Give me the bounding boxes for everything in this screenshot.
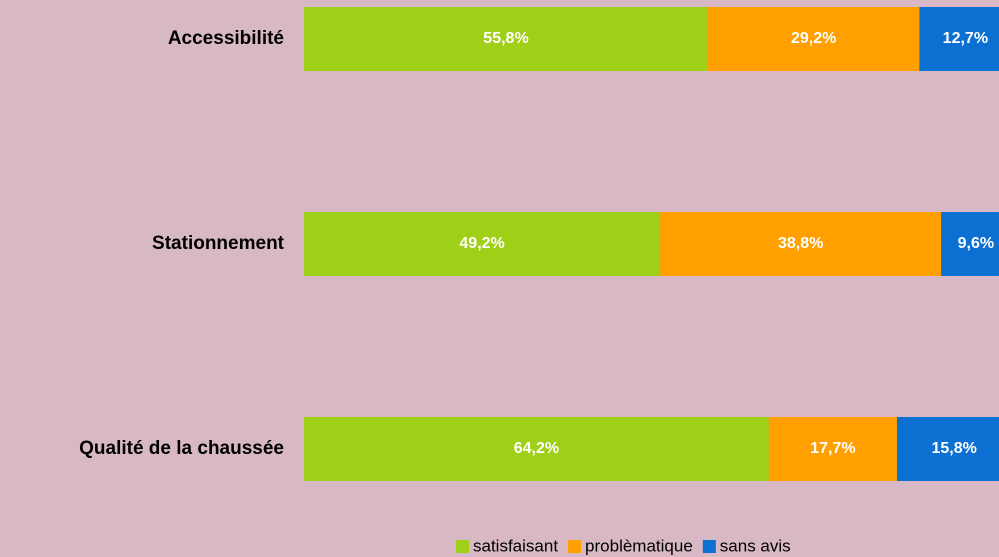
bar-segment	[707, 7, 920, 71]
bar-segment	[768, 417, 897, 481]
legend-swatch	[568, 540, 582, 553]
bar-segment	[304, 7, 708, 71]
bar-segment	[919, 7, 999, 71]
legend-label: problèmatique	[585, 536, 693, 555]
value-label: 29,2%	[791, 30, 836, 47]
value-label: 64,2%	[514, 440, 559, 457]
legend-label: sans avis	[720, 536, 791, 555]
value-label: 12,7%	[943, 30, 988, 47]
value-label: 15,8%	[931, 440, 976, 457]
bar-segment	[304, 212, 661, 276]
category-label: Qualité de la chaussée	[79, 438, 284, 459]
legend-swatch	[456, 540, 469, 553]
bar-segment	[304, 417, 769, 481]
value-label: 49,2%	[459, 235, 504, 252]
value-label: 55,8%	[483, 30, 528, 47]
category-label: Accessibilité	[168, 28, 284, 49]
legend-swatch	[702, 540, 716, 553]
bar-segment	[941, 212, 999, 276]
value-label: 17,7%	[810, 440, 855, 457]
category-label: Stationnement	[152, 233, 285, 254]
value-label: 38,8%	[778, 235, 823, 252]
value-label: 9,6%	[958, 235, 994, 252]
bar-segment	[896, 417, 999, 481]
legend-label: satisfaisant	[473, 536, 558, 555]
bar-segment	[660, 212, 942, 276]
